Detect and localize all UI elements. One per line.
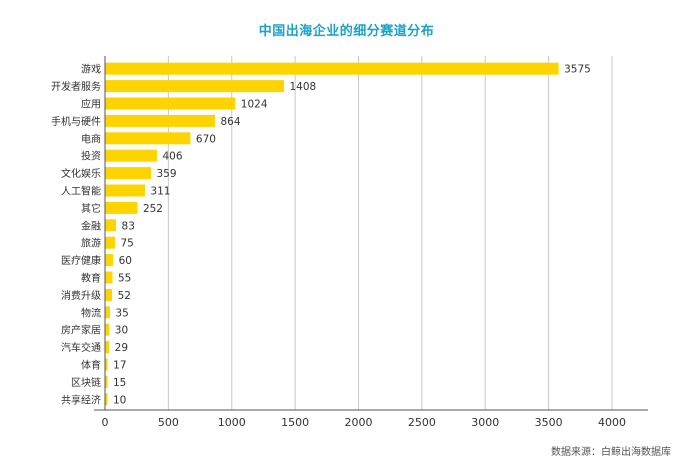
value-label: 864 <box>221 116 241 128</box>
bar <box>105 323 110 336</box>
bar <box>105 219 117 232</box>
value-label: 406 <box>162 151 182 163</box>
bar <box>105 358 108 371</box>
value-label: 83 <box>122 220 135 232</box>
x-tick-label: 3500 <box>535 416 563 429</box>
category-label: 文化娱乐 <box>61 167 101 180</box>
bar <box>105 114 216 127</box>
bar <box>105 201 138 214</box>
bar <box>105 271 113 284</box>
category-label: 共享经济 <box>61 393 101 406</box>
value-label: 17 <box>113 360 126 372</box>
category-label: 金融 <box>81 219 101 232</box>
value-label: 29 <box>115 342 128 354</box>
x-tick-label: 2000 <box>345 416 373 429</box>
x-tick-label: 1000 <box>218 416 246 429</box>
category-label: 区块链 <box>71 376 101 389</box>
x-tick-label: 2500 <box>408 416 436 429</box>
chart-title: 中国出海企业的细分赛道分布 <box>258 24 435 39</box>
category-label: 房产家居 <box>61 324 101 337</box>
category-label: 电商 <box>81 132 101 145</box>
category-label: 体育 <box>81 359 101 372</box>
value-label: 15 <box>113 377 126 389</box>
category-label: 手机与硬件 <box>51 115 101 128</box>
bar <box>105 288 113 301</box>
bar <box>105 80 284 93</box>
category-label: 开发者服务 <box>51 80 101 93</box>
bar <box>105 97 236 110</box>
category-label: 消费升级 <box>61 289 101 302</box>
x-tick-label: 0 <box>102 416 109 429</box>
value-label: 252 <box>143 203 163 215</box>
value-label: 359 <box>157 168 177 180</box>
bar <box>105 393 108 406</box>
value-label: 75 <box>121 238 134 250</box>
value-label: 311 <box>150 186 170 198</box>
category-label: 物流 <box>81 306 101 319</box>
category-label: 汽车交通 <box>61 341 101 354</box>
value-label: 670 <box>196 133 216 145</box>
bar <box>105 132 191 145</box>
bar <box>105 167 152 180</box>
category-label: 教育 <box>81 272 101 285</box>
bar <box>105 306 110 319</box>
value-label: 52 <box>118 290 131 302</box>
category-label: 人工智能 <box>61 185 101 198</box>
x-tick-label: 3000 <box>471 416 499 429</box>
category-label: 其它 <box>81 202 101 215</box>
bar <box>105 236 116 249</box>
data-source-note: 数据来源：白鲸出海数据库 <box>551 447 671 458</box>
bar <box>105 341 110 354</box>
value-label: 30 <box>115 325 128 337</box>
value-label: 3575 <box>564 64 591 76</box>
x-tick-label: 500 <box>158 416 179 429</box>
value-label: 55 <box>118 273 131 285</box>
value-label: 10 <box>113 394 126 406</box>
bar <box>105 184 145 197</box>
bar <box>105 62 559 75</box>
category-label: 应用 <box>81 98 101 111</box>
category-label: 游戏 <box>81 63 101 76</box>
x-tick-label: 4000 <box>598 416 626 429</box>
bar <box>105 254 114 267</box>
category-label: 医疗健康 <box>61 254 101 267</box>
value-label: 35 <box>115 307 128 319</box>
value-label: 60 <box>119 255 132 267</box>
value-label: 1024 <box>241 99 268 111</box>
value-label: 1408 <box>289 81 316 93</box>
x-tick-label: 1500 <box>281 416 309 429</box>
category-label: 投资 <box>81 150 101 163</box>
category-label: 旅游 <box>81 237 101 250</box>
bar <box>105 375 108 388</box>
bar <box>105 149 157 162</box>
